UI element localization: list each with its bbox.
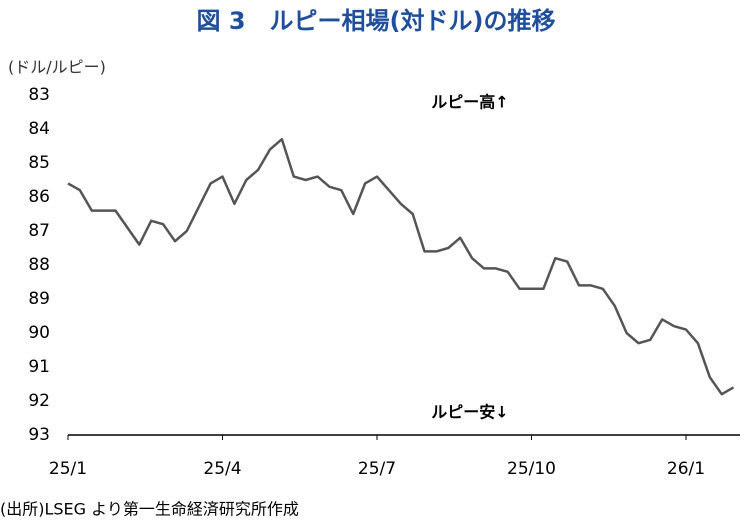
y-tick-label: 83: [28, 85, 50, 105]
y-tick-label: 88: [28, 255, 50, 275]
x-tick-label: 25/4: [203, 459, 241, 479]
x-tick-label: 25/1: [49, 459, 87, 479]
y-tick-label: 92: [28, 391, 50, 411]
x-tick-label: 26/1: [667, 459, 705, 479]
y-tick-label: 86: [28, 187, 50, 207]
y-tick-label: 90: [28, 323, 50, 343]
y-tick-label: 91: [28, 357, 50, 377]
annotation: ルピー安↓: [431, 403, 508, 422]
y-tick-label: 87: [28, 221, 50, 241]
chart-title: 図 3 ルピー相場(対ドル)の推移: [197, 7, 556, 35]
x-tick-label: 25/7: [358, 459, 396, 479]
y-axis-label: (ドル/ルピー): [8, 58, 106, 77]
y-tick-label: 93: [28, 425, 50, 445]
y-tick-label: 84: [28, 119, 50, 139]
price-line: [67, 137, 735, 396]
annotation: ルピー高↑: [431, 93, 508, 112]
source: (出所)LSEG より第一生命経済研究所作成: [0, 500, 299, 519]
y-tick-label: 89: [28, 289, 50, 309]
y-tick-label: 85: [28, 153, 50, 173]
x-tick-label: 25/10: [507, 459, 556, 479]
